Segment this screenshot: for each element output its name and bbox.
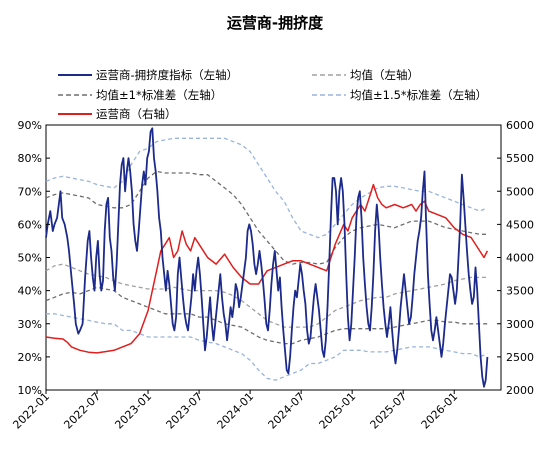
y-left-tick-label: 20% [18,351,42,364]
series-band1-line-3 [45,286,488,345]
x-tick-label: 2025-07 [368,390,410,432]
legend-label-band1: 均值±1*标准差（左轴） [96,88,222,102]
series-mean-line-4 [45,263,488,328]
y-right-tick-label: 2500 [506,351,534,364]
y-right-tick-label: 4500 [506,218,534,231]
y-left-tick-label: 80% [18,152,42,165]
x-tick-label: 2023-01 [112,390,154,432]
y-right-tick-label: 5500 [506,152,534,165]
y-left-tick-label: 30% [18,318,42,331]
y-right-tick-label: 4000 [506,252,534,265]
y-axis-right: 2000 2500 3000 3500 4000 4500 5000 5500 6000 [497,119,534,397]
y-right-tick-label: 2000 [506,384,534,397]
legend-label-price: 运营商（右轴） [96,107,177,121]
legend: 运营商-拥挤度指标（左轴） 均值（左轴） 均值±1*标准差（左轴） 均值±1.5… [58,68,487,121]
y-left-tick-label: 10% [18,384,42,397]
x-tick-label: 2025-01 [317,390,359,432]
x-tick-label: 2024-01 [215,390,257,432]
x-tick-label: 2022-07 [61,390,103,432]
y-right-tick-label: 5000 [506,185,534,198]
y-left-tick-label: 60% [18,218,42,231]
legend-label-band15: 均值±1.5*标准差（左轴） [350,88,487,102]
chart-title: 运营商-拥挤度 [227,14,324,32]
y-left-tick-label: 40% [18,285,42,298]
x-tick-label: 2024-07 [266,390,308,432]
series-band15-line-1 [46,313,488,381]
y-left-tick-label: 50% [18,252,42,265]
y-right-tick-label: 3000 [506,318,534,331]
series-crowding-line-6 [45,127,489,388]
series-layer [45,127,489,388]
y-right-tick-label: 3500 [506,285,534,298]
y-left-tick-label: 90% [18,119,42,132]
y-axis-left: 10% 20% 30% 40% 50% 60% 70% 80% 90% [18,119,50,397]
x-tick-label: 2026-01 [419,390,461,432]
y-left-tick-label: 70% [18,185,42,198]
legend-label-crowding: 运营商-拥挤度指标（左轴） [96,68,238,82]
y-right-tick-label: 6000 [506,119,534,132]
x-tick-label: 2023-07 [164,390,206,432]
series-price-line-5 [45,183,489,354]
legend-label-mean: 均值（左轴） [350,68,419,82]
x-axis: 2022-01 2022-07 2023-01 2023-07 2024-01 2024-… [10,390,460,432]
